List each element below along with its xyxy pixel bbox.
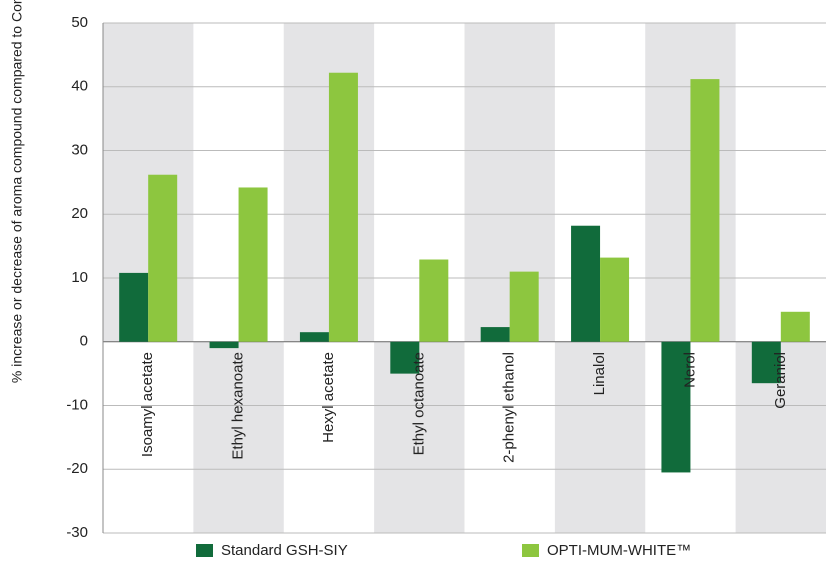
- bar: [390, 341, 420, 374]
- bar: [690, 79, 720, 342]
- bar: [299, 332, 329, 342]
- bar: [328, 72, 358, 342]
- y-tick-label: -30: [66, 524, 88, 541]
- y-tick-label: 30: [71, 141, 88, 158]
- bar: [661, 341, 691, 473]
- bar: [751, 341, 781, 384]
- bar: [509, 271, 539, 342]
- y-tick-label: -10: [66, 396, 88, 413]
- bar: [600, 257, 630, 342]
- x-tick-label: Ethyl hexanoate: [230, 352, 247, 460]
- bar: [571, 225, 601, 342]
- bar: [119, 272, 149, 342]
- y-tick-label: 0: [80, 333, 88, 350]
- y-tick-label: 40: [71, 78, 88, 95]
- y-axis-title: % increase or decrease of aroma compound…: [9, 0, 25, 383]
- bar: [780, 311, 810, 342]
- x-tick-label: Nerol: [681, 352, 698, 388]
- bar: [148, 174, 178, 342]
- y-tick-label: 10: [71, 269, 88, 286]
- x-tick-label: Ethyl octanoate: [410, 352, 427, 455]
- x-tick-label: 2-phenyl ethanol: [501, 352, 518, 463]
- legend-label: OPTI-MUM-WHITE™: [547, 542, 691, 559]
- x-tick-label: Geraniol: [772, 352, 789, 409]
- legend-swatch: [196, 544, 213, 557]
- bar: [209, 341, 239, 349]
- bar: [419, 259, 449, 342]
- legend-swatch: [522, 544, 539, 557]
- legend-label: Standard GSH-SIY: [221, 542, 348, 559]
- column-shade: [193, 341, 284, 533]
- column-shade: [554, 341, 646, 533]
- bar: [238, 187, 268, 342]
- x-tick-label: Hexyl acetate: [320, 352, 337, 443]
- x-tick-label: Linalol: [591, 352, 608, 395]
- y-tick-label: 50: [71, 14, 88, 31]
- y-tick-label: 20: [71, 205, 88, 222]
- x-tick-label: Isoamyl acetate: [139, 352, 156, 457]
- y-tick-label: -20: [66, 460, 88, 477]
- bar: [480, 327, 510, 342]
